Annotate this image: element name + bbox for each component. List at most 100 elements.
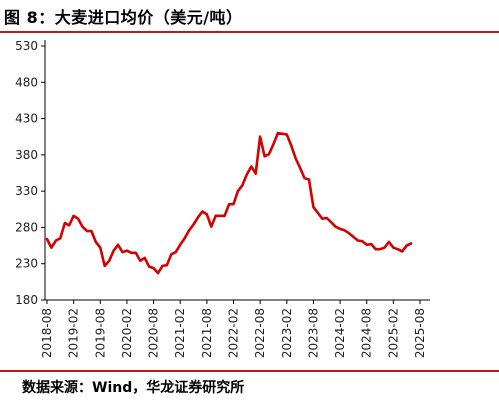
data-point <box>396 248 399 251</box>
x-tick-label: 2019-08 <box>93 308 107 358</box>
x-tick-label: 2023-02 <box>280 308 294 358</box>
data-point <box>50 246 53 249</box>
data-point <box>250 165 253 168</box>
y-tick-label: 230 <box>15 257 38 271</box>
data-point <box>259 135 261 138</box>
data-point <box>312 206 315 209</box>
data-point <box>285 133 288 136</box>
data-point <box>99 246 102 249</box>
data-point <box>370 243 373 246</box>
data-point <box>183 237 186 240</box>
data-point <box>281 132 284 135</box>
data-point <box>63 222 66 225</box>
data-point <box>108 259 111 262</box>
data-point <box>361 240 364 243</box>
data-point <box>90 230 93 233</box>
data-point <box>77 217 79 220</box>
data-point <box>294 157 297 160</box>
data-point <box>277 132 279 135</box>
data-point <box>126 249 128 252</box>
data-point <box>348 232 350 235</box>
y-tick-label: 530 <box>15 39 38 53</box>
data-point <box>325 217 328 219</box>
data-point <box>223 214 226 217</box>
data-point <box>59 237 62 240</box>
x-tick-label: 2024-08 <box>360 308 374 358</box>
data-point <box>303 177 306 180</box>
data-point <box>241 184 244 187</box>
data-point <box>299 167 301 169</box>
x-tick-label: 2021-08 <box>200 308 214 358</box>
data-point <box>86 230 88 233</box>
data-point <box>343 229 346 232</box>
data-point <box>330 221 333 224</box>
data-point <box>228 203 231 206</box>
data-point <box>55 239 57 242</box>
x-tick-label: 2021-02 <box>173 308 187 358</box>
data-point <box>290 144 293 147</box>
y-tick-label: 380 <box>15 148 38 162</box>
title-divider <box>0 31 499 33</box>
y-tick-label: 280 <box>15 220 38 234</box>
data-point <box>121 251 124 254</box>
data-point <box>94 241 97 243</box>
data-point <box>161 265 164 267</box>
data-point <box>339 228 341 230</box>
data-point <box>268 153 270 156</box>
data-point <box>166 264 168 267</box>
data-point <box>72 214 75 217</box>
x-tick-label: 2022-02 <box>227 308 241 358</box>
data-point <box>174 251 177 254</box>
data-point <box>206 213 208 216</box>
data-source-note: 数据来源：Wind，华龙证券研究所 <box>22 380 245 396</box>
data-point <box>152 267 155 269</box>
data-point <box>254 172 257 175</box>
data-point <box>392 246 395 249</box>
data-point <box>143 257 146 259</box>
data-point <box>356 239 359 242</box>
x-tick-label: 2025-08 <box>413 308 427 358</box>
x-tick-label: 2018-08 <box>40 308 54 358</box>
data-point <box>192 223 195 226</box>
x-tick-label: 2022-08 <box>253 308 267 358</box>
data-point <box>179 243 182 246</box>
data-point <box>263 155 266 158</box>
data-point <box>245 173 248 176</box>
x-tick-label: 2024-02 <box>333 308 347 358</box>
data-point <box>197 216 199 219</box>
data-point <box>317 212 319 214</box>
data-point <box>321 217 324 220</box>
data-point <box>219 214 222 217</box>
data-point <box>103 265 106 267</box>
figure-title: 图 8：大麦进口均价（美元/吨） <box>4 8 243 27</box>
data-point <box>157 272 159 274</box>
data-point <box>214 214 217 217</box>
data-point <box>81 225 84 228</box>
series-line <box>45 131 413 275</box>
source-divider <box>0 370 499 372</box>
y-tick-label: 480 <box>15 75 38 89</box>
x-tick-label: 2023-08 <box>306 308 320 358</box>
data-point <box>232 203 235 206</box>
data-point <box>308 178 310 181</box>
data-point <box>374 248 377 251</box>
y-tick-label: 330 <box>15 184 38 198</box>
y-tick-label: 430 <box>15 112 38 126</box>
data-point <box>405 244 408 247</box>
data-point <box>201 210 204 213</box>
data-point <box>130 251 133 254</box>
y-tick-label: 180 <box>15 293 38 307</box>
data-point <box>365 243 368 246</box>
data-point <box>188 229 191 232</box>
data-point <box>401 250 404 253</box>
data-point <box>379 248 381 251</box>
data-point <box>170 253 173 256</box>
x-tick-label: 2020-02 <box>120 308 134 358</box>
x-tick-label: 2025-02 <box>386 308 400 358</box>
data-point <box>68 224 71 227</box>
data-point <box>383 246 386 249</box>
x-tick-label: 2020-08 <box>147 308 161 358</box>
data-point <box>139 259 142 262</box>
data-point <box>388 241 390 243</box>
data-point <box>148 265 151 268</box>
